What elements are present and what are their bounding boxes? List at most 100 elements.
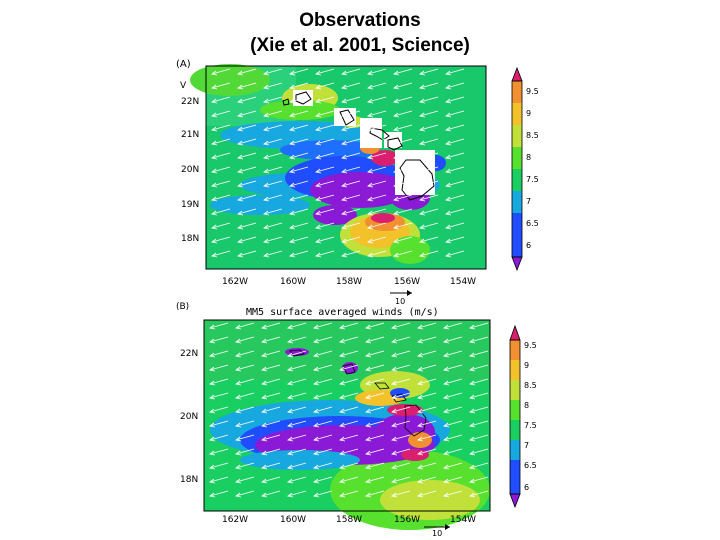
wind-vector-head xyxy=(289,238,296,244)
cbar-b-8-5: 8.5 xyxy=(524,381,537,390)
wind-vector xyxy=(469,322,489,329)
wind-vector-head xyxy=(391,394,398,400)
wind-vector xyxy=(365,476,385,483)
wind-vector-head xyxy=(237,154,244,160)
wind-vector-head xyxy=(315,210,322,216)
wind-vector xyxy=(419,236,439,243)
wind-vector-head xyxy=(445,210,452,216)
wind-vector xyxy=(419,110,439,117)
wind-vector-head xyxy=(469,408,476,414)
wind-vector-head xyxy=(289,168,296,174)
wind-vector-head xyxy=(209,450,216,456)
wind-vector xyxy=(419,166,439,173)
wind-vector xyxy=(417,406,437,413)
wind-vector xyxy=(367,138,387,145)
wind-vector xyxy=(417,476,437,483)
wind-vector-head xyxy=(341,70,348,76)
wind-vector-head xyxy=(261,408,268,414)
wind-vector xyxy=(445,222,465,229)
wind-vector xyxy=(261,490,281,497)
wind-vector xyxy=(313,378,333,385)
wind-vector-head xyxy=(211,140,218,146)
wind-vector-head xyxy=(445,84,452,90)
wind-vector-head xyxy=(211,196,218,202)
wind-vector xyxy=(469,476,489,483)
wind-vector-head xyxy=(235,450,242,456)
wind-vector-head xyxy=(289,224,296,230)
wind-vector-head xyxy=(365,492,372,498)
wind-vector xyxy=(391,448,411,455)
wind-vector xyxy=(211,250,231,257)
cbar-a-9: 9 xyxy=(526,109,531,118)
cbar-b-6-5: 6.5 xyxy=(524,461,537,470)
wind-vector-head xyxy=(393,210,400,216)
wind-vector-head xyxy=(443,436,450,442)
wind-vector-head xyxy=(341,154,348,160)
wind-vector-head xyxy=(315,140,322,146)
wind-vector xyxy=(235,462,255,469)
wind-vector-head xyxy=(417,408,424,414)
wind-vector xyxy=(443,350,463,357)
wind-vector xyxy=(315,152,335,159)
wind-vector-head xyxy=(263,210,270,216)
wind-vector xyxy=(445,250,465,257)
wind-vector xyxy=(315,138,335,145)
wind-vector xyxy=(211,82,231,89)
wind-vector xyxy=(443,406,463,413)
wind-vector xyxy=(443,336,463,343)
panel-b-reference-vector: 10 xyxy=(424,524,450,538)
wind-vector xyxy=(367,110,387,117)
wind-vector xyxy=(263,152,283,159)
wind-vector-head xyxy=(263,168,270,174)
wind-vector-head xyxy=(419,196,426,202)
wind-vector-head xyxy=(391,338,398,344)
wind-vector-head xyxy=(211,70,218,76)
wind-vector xyxy=(209,350,229,357)
wind-vector xyxy=(367,68,387,75)
wind-vector-head xyxy=(287,436,294,442)
lat-label-b-20n: 20N xyxy=(180,412,198,422)
wind-vector xyxy=(315,166,335,173)
wind-vector xyxy=(237,222,257,229)
wind-vector xyxy=(315,236,335,243)
wind-vector-head xyxy=(315,154,322,160)
wind-vector xyxy=(469,336,489,343)
wind-vector-head xyxy=(263,238,270,244)
wind-vector xyxy=(315,180,335,187)
lat-label-b-22n: 22N xyxy=(180,349,198,359)
wind-vector-head xyxy=(367,140,374,146)
wind-vector xyxy=(391,434,411,441)
wind-vector-head xyxy=(287,366,294,372)
wind-vector xyxy=(393,236,413,243)
wind-vector xyxy=(341,166,361,173)
wind-vector xyxy=(263,180,283,187)
wind-vector-head xyxy=(235,464,242,470)
panel-a: (A) V xyxy=(176,59,539,306)
wind-vector xyxy=(289,138,309,145)
wind-vector-head xyxy=(417,366,424,372)
wind-vector-head xyxy=(261,338,268,344)
wind-vector-head xyxy=(313,492,320,498)
wind-vector xyxy=(289,166,309,173)
wind-vector xyxy=(289,180,309,187)
wind-vector xyxy=(417,490,437,497)
wind-vector-head xyxy=(287,324,294,330)
wind-vector-head xyxy=(263,182,270,188)
wind-vector xyxy=(445,194,465,201)
wind-vector-head xyxy=(419,238,426,244)
wind-vector xyxy=(469,350,489,357)
wind-vector-head xyxy=(341,196,348,202)
island-oahu xyxy=(339,109,355,126)
wind-vector-head xyxy=(443,450,450,456)
wind-vector-head xyxy=(393,140,400,146)
wind-vector-head xyxy=(443,478,450,484)
wind-vector xyxy=(443,476,463,483)
wind-vector-head xyxy=(339,408,346,414)
wind-vector-head xyxy=(211,98,218,104)
wind-vector xyxy=(443,322,463,329)
wind-vector-head xyxy=(445,112,452,118)
wind-vector xyxy=(237,68,257,75)
wind-vector xyxy=(341,138,361,145)
wind-vector-head xyxy=(469,478,476,484)
panel-b-lat-axis: 22N 20N 18N xyxy=(180,349,198,485)
